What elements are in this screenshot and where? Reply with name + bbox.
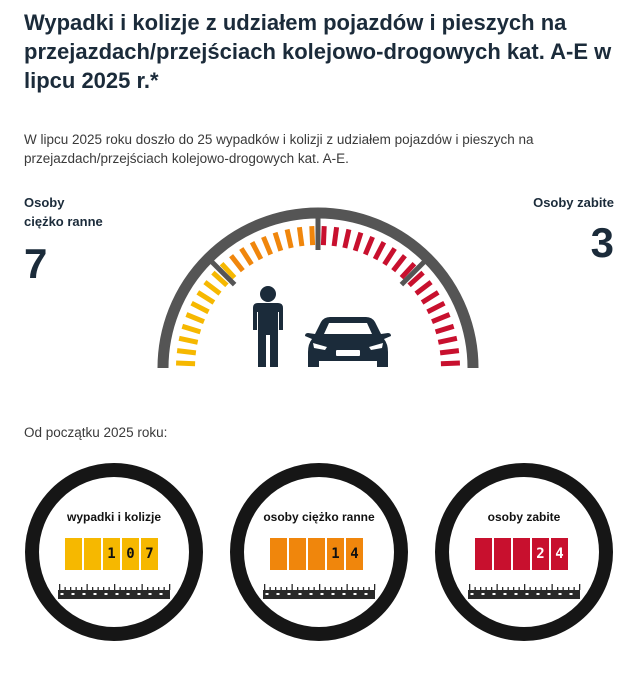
counter-digit bbox=[475, 538, 492, 570]
ruler-strip bbox=[263, 584, 376, 599]
counter-injured: osoby ciężko ranne 1 4 bbox=[229, 462, 409, 642]
injured-label: Osoby ciężko ranne bbox=[24, 193, 103, 231]
gauge-tick bbox=[239, 247, 254, 266]
gauge-tick bbox=[407, 270, 425, 288]
gauge-tick bbox=[440, 360, 460, 367]
counter-label: osoby ciężko ranne bbox=[263, 510, 375, 524]
gauge-tick bbox=[181, 323, 202, 335]
counter-digit: 7 bbox=[141, 538, 158, 570]
speedometer-gauge bbox=[157, 207, 479, 369]
killed-label: Osoby zabite bbox=[533, 195, 614, 210]
gauge-tick bbox=[176, 360, 196, 367]
counter-digit bbox=[494, 538, 511, 570]
gauge-tick bbox=[439, 348, 460, 356]
gauge-tick bbox=[176, 348, 197, 356]
gauge-tick bbox=[178, 335, 199, 345]
counter-digit: 4 bbox=[551, 538, 568, 570]
gauge-tick bbox=[391, 254, 407, 273]
gauge-tick bbox=[229, 254, 245, 273]
injured-label-line2: ciężko ranne bbox=[24, 214, 103, 229]
gauge-tick bbox=[196, 290, 216, 305]
gauge-tick bbox=[342, 228, 352, 249]
injured-label-line1: Osoby bbox=[24, 195, 65, 210]
gauge-tick bbox=[272, 231, 284, 252]
gauge-tick bbox=[219, 262, 237, 280]
gauge-divider bbox=[399, 257, 429, 287]
gauge-tick bbox=[331, 226, 340, 247]
gauge-tick bbox=[211, 270, 229, 288]
ruler-strip bbox=[468, 584, 581, 599]
gauge-tick bbox=[426, 300, 446, 315]
ruler-strip bbox=[58, 584, 171, 599]
gauge-divider bbox=[207, 257, 237, 287]
counter-digit: 0 bbox=[122, 538, 139, 570]
gauge-tick bbox=[414, 280, 433, 296]
counter-digit bbox=[270, 538, 287, 570]
intro-text: W lipcu 2025 roku doszło do 25 wypadków … bbox=[24, 132, 534, 166]
counter-digit: 2 bbox=[532, 538, 549, 570]
counter-digit bbox=[65, 538, 82, 570]
counter-digit bbox=[308, 538, 325, 570]
counter-label: wypadki i kolizje bbox=[66, 510, 162, 524]
gauge-frame bbox=[157, 207, 479, 369]
gauge-tick bbox=[203, 280, 222, 296]
gauge-tick bbox=[352, 231, 364, 252]
gauge-tick bbox=[399, 262, 417, 280]
car-icon bbox=[305, 317, 391, 367]
gauge-tick bbox=[420, 290, 440, 305]
killed-value: 3 bbox=[590, 219, 614, 266]
since-label: Od początku 2025 roku: bbox=[24, 425, 168, 440]
gauge-tick bbox=[296, 226, 305, 247]
counter-digit: 1 bbox=[327, 538, 344, 570]
gauge-tick bbox=[382, 247, 397, 266]
gauge-tick bbox=[190, 300, 210, 315]
counter-accidents: wypadki i kolizje 1 0 7 bbox=[24, 462, 204, 642]
gauge-tick bbox=[261, 235, 274, 256]
page-title: Wypadki i kolizje z udziałem pojazdów i … bbox=[24, 10, 612, 93]
gauge-tick bbox=[434, 323, 455, 335]
counter-killed: osoby zabite 2 4 bbox=[434, 462, 614, 642]
gauge-tick bbox=[437, 335, 458, 345]
gauge-tick bbox=[185, 312, 205, 325]
gauge-tick bbox=[362, 235, 375, 256]
gauge-tick bbox=[320, 225, 327, 246]
gauge-tick bbox=[431, 312, 451, 325]
gauge-dividers bbox=[207, 214, 429, 287]
counter-digit: 1 bbox=[103, 538, 120, 570]
counter-digit bbox=[84, 538, 101, 570]
pedestrian-icon bbox=[253, 286, 283, 367]
gauge-tick bbox=[372, 241, 387, 261]
gauge-tick bbox=[284, 228, 294, 249]
counter-digit bbox=[289, 538, 306, 570]
gauge-tick bbox=[249, 241, 264, 261]
counter-digit: 4 bbox=[346, 538, 363, 570]
gauge-tick bbox=[309, 225, 316, 246]
injured-value: 7 bbox=[24, 240, 48, 287]
counter-label: osoby zabite bbox=[487, 510, 561, 524]
counter-digit bbox=[513, 538, 530, 570]
gauge-ticks bbox=[176, 225, 460, 367]
